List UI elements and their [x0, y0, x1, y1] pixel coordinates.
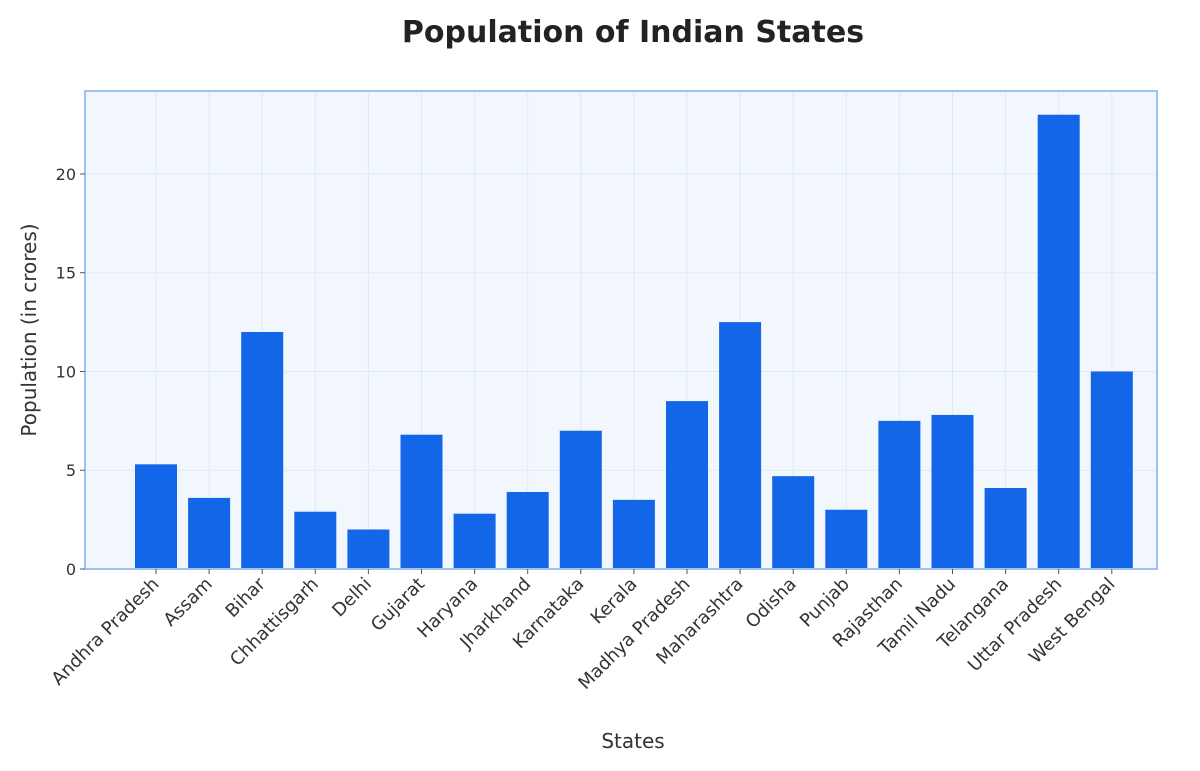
- bar-delhi: [347, 529, 390, 569]
- bar-gujarat: [400, 434, 443, 569]
- x-tick-label: Delhi: [328, 574, 376, 622]
- bar-madhya-pradesh: [666, 401, 708, 569]
- bar-bihar: [241, 331, 284, 569]
- y-tick-label: 5: [66, 461, 76, 480]
- bar-maharashtra: [719, 322, 762, 569]
- bar-haryana: [453, 513, 496, 569]
- bar-rajasthan: [878, 420, 921, 569]
- bar-kerala: [612, 499, 655, 569]
- bar-chhattisgarh: [294, 511, 337, 569]
- bars: [135, 114, 1133, 569]
- bar-tamil-nadu: [931, 414, 974, 569]
- y-tick-label: 0: [66, 560, 76, 579]
- plot-border: [84, 90, 1158, 570]
- x-tick-label: Odisha: [742, 574, 801, 633]
- bar-uttar-pradesh: [1037, 114, 1080, 569]
- y-tick-label: 10: [56, 362, 76, 381]
- y-tick-label: 15: [56, 264, 76, 283]
- bar-punjab: [825, 509, 868, 569]
- bar-assam: [188, 497, 231, 569]
- bar-odisha: [772, 476, 815, 569]
- y-axis-label: Population (in crores): [17, 223, 41, 436]
- bar-telangana: [984, 488, 1027, 569]
- y-tick-label: 20: [56, 165, 76, 184]
- chart-title: Population of Indian States: [402, 15, 864, 50]
- y-axis-ticks: 0 5 10 15 20: [56, 165, 85, 579]
- x-tick-label: Andhra Pradesh: [48, 574, 164, 690]
- x-tick-label: Uttar Pradesh: [964, 574, 1066, 676]
- x-tick-label: Bihar: [222, 573, 271, 622]
- x-axis-label: States: [601, 729, 664, 753]
- bar-west-bengal: [1090, 371, 1133, 569]
- bar-karnataka: [559, 430, 602, 569]
- bar-jharkhand: [506, 491, 549, 569]
- bar-andhra-pradesh: [135, 464, 177, 569]
- x-tick-label: Assam: [160, 574, 217, 631]
